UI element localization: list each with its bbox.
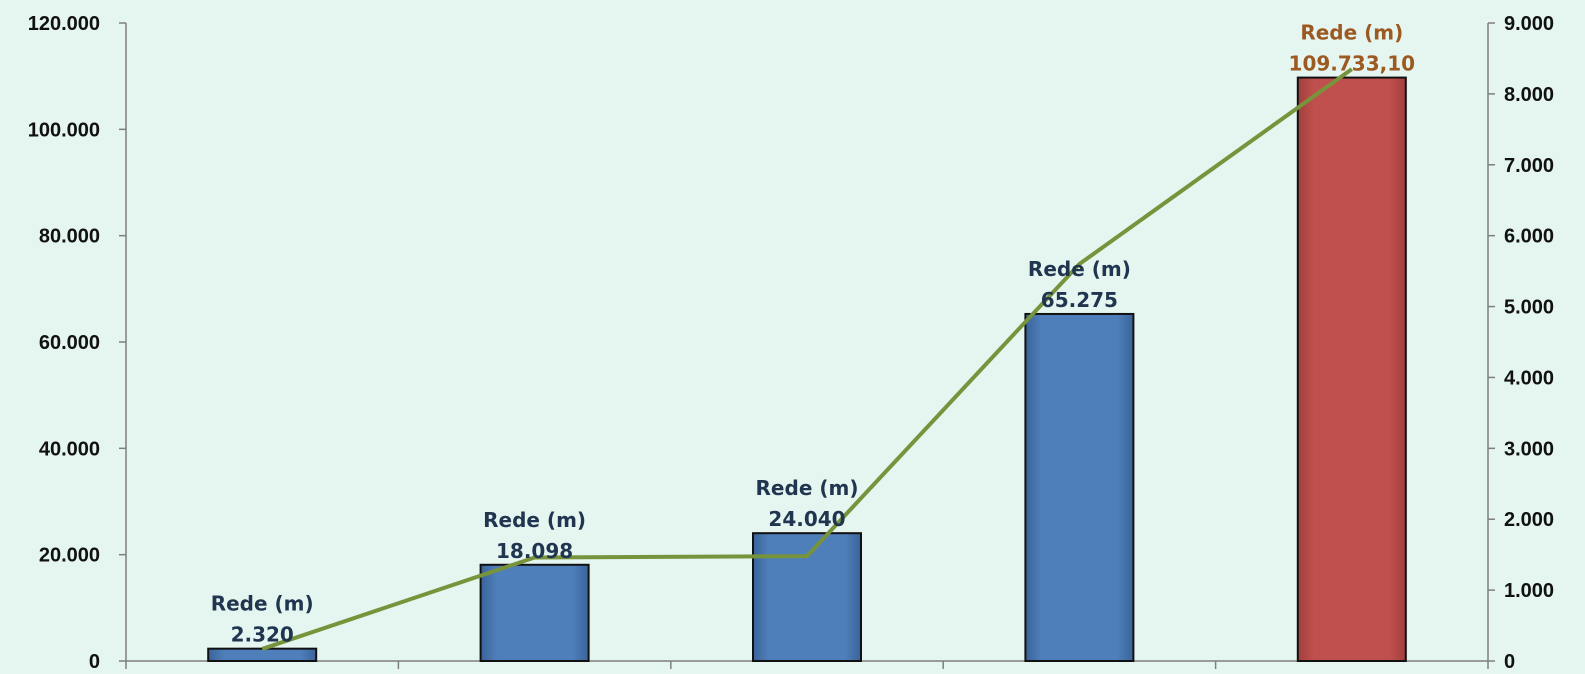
bar: [1296, 76, 1407, 662]
right-y-tick-label: 4.000: [1504, 367, 1554, 389]
right-y-tick-label: 7.000: [1504, 155, 1554, 177]
bar-data-label: 24.040: [768, 507, 845, 531]
line-layer: [261, 67, 1353, 651]
left-y-tick-label: 80.000: [39, 226, 100, 248]
left-y-tick-label: 60.000: [39, 332, 100, 354]
right-y-tick-label: 1.000: [1504, 580, 1554, 602]
bar-data-label: Rede (m): [483, 508, 586, 532]
bar-data-label: Rede (m): [1028, 257, 1131, 281]
labels-layer: Rede (m) 2.320 Rede (m) 18.098 Rede (m) 24.04…: [211, 21, 1415, 647]
right-y-tick-label: 0: [1504, 651, 1515, 673]
bar-data-label: 109.733,10: [1289, 52, 1416, 76]
bar-data-label: Rede (m): [1300, 21, 1403, 45]
right-y-tick-label: 3.000: [1504, 438, 1554, 460]
right-y-tick-label: 2.000: [1504, 509, 1554, 531]
bar: [752, 532, 862, 662]
right-y-tick-label: 9.000: [1504, 13, 1554, 35]
bar-data-label: Rede (m): [756, 476, 859, 500]
left-y-tick-label: 0: [89, 651, 100, 673]
bar-data-label: 18.098: [496, 539, 573, 563]
bar-data-label: 2.320: [231, 623, 294, 647]
left-y-tick-label: 120.000: [28, 13, 100, 35]
bar: [207, 647, 318, 663]
bar-data-label: Rede (m): [211, 592, 314, 616]
right-y-tick-label: 8.000: [1504, 84, 1554, 106]
bars-layer: [207, 76, 1407, 663]
right-y-tick-label: 5.000: [1504, 297, 1554, 319]
bar: [479, 563, 590, 663]
bar: [1024, 312, 1135, 662]
left-y-tick-label: 20.000: [39, 545, 100, 567]
bar-data-label: 65.275: [1041, 288, 1118, 312]
right-y-tick-label: 6.000: [1504, 226, 1554, 248]
left-y-tick-label: 40.000: [39, 438, 100, 460]
axes-layer: 0 20.000 40.000 60.000 80.000 100.000 120.000 0…: [28, 13, 1554, 673]
left-y-tick-label: 100.000: [28, 119, 100, 141]
